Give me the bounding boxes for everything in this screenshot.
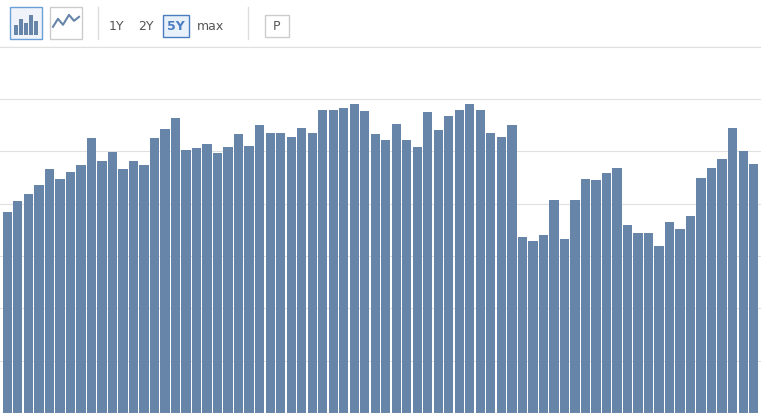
Bar [255, 126, 264, 413]
Bar [728, 129, 737, 413]
Bar [13, 201, 23, 413]
Bar [497, 138, 506, 413]
Text: 2Y: 2Y [139, 20, 154, 33]
Bar [129, 161, 138, 413]
Bar [339, 109, 349, 413]
Bar [45, 169, 54, 413]
Text: max: max [197, 20, 224, 33]
Bar [581, 179, 590, 413]
Bar [392, 125, 401, 413]
Bar [602, 173, 611, 413]
Bar [539, 235, 548, 413]
Bar [738, 152, 748, 413]
Bar [150, 139, 159, 413]
Bar [486, 134, 495, 413]
Bar [24, 24, 27, 36]
Bar [276, 134, 285, 413]
Bar [34, 22, 37, 36]
FancyBboxPatch shape [163, 16, 189, 38]
Bar [465, 105, 474, 413]
Bar [423, 113, 432, 413]
Bar [476, 111, 485, 413]
Bar [633, 234, 642, 413]
Bar [139, 166, 148, 413]
FancyBboxPatch shape [50, 8, 82, 40]
Text: 5Y: 5Y [167, 20, 185, 33]
Bar [718, 159, 727, 413]
Bar [97, 162, 107, 413]
Bar [56, 180, 65, 413]
Bar [161, 129, 170, 413]
Bar [24, 195, 33, 413]
Bar [171, 119, 180, 413]
Bar [3, 213, 12, 413]
Bar [360, 112, 369, 413]
FancyBboxPatch shape [265, 16, 289, 38]
Bar [65, 173, 75, 413]
Bar [455, 111, 464, 413]
Bar [287, 137, 296, 413]
Bar [613, 168, 622, 413]
Text: P: P [273, 20, 281, 33]
Bar [517, 238, 527, 413]
Bar [676, 229, 685, 413]
Bar [444, 117, 454, 413]
Bar [412, 147, 422, 413]
Text: 1Y: 1Y [108, 20, 124, 33]
Bar [329, 111, 338, 413]
Bar [349, 105, 359, 413]
Bar [381, 141, 390, 413]
Bar [371, 135, 380, 413]
Bar [244, 147, 253, 413]
FancyBboxPatch shape [10, 8, 42, 40]
Bar [644, 233, 653, 413]
Bar [266, 133, 275, 413]
Bar [707, 168, 716, 413]
Bar [528, 242, 537, 413]
Bar [181, 151, 191, 413]
Bar [508, 126, 517, 413]
Bar [29, 16, 33, 36]
Bar [686, 217, 696, 413]
Bar [192, 149, 201, 413]
Bar [76, 166, 85, 413]
Bar [224, 147, 233, 413]
Bar [749, 164, 758, 413]
Bar [119, 169, 128, 413]
Bar [665, 223, 674, 413]
Bar [549, 201, 559, 413]
Bar [87, 139, 96, 413]
Bar [297, 129, 306, 413]
Bar [318, 111, 327, 413]
Bar [202, 145, 212, 413]
Bar [34, 185, 43, 413]
Bar [654, 246, 664, 413]
Bar [560, 240, 569, 413]
Bar [307, 133, 317, 413]
Bar [570, 201, 580, 413]
Bar [591, 180, 600, 413]
Bar [19, 20, 23, 36]
Bar [213, 154, 222, 413]
Bar [234, 135, 244, 413]
Bar [14, 26, 18, 36]
Bar [402, 141, 412, 413]
Bar [434, 131, 443, 413]
Bar [108, 152, 117, 413]
Bar [623, 225, 632, 413]
Bar [696, 179, 705, 413]
